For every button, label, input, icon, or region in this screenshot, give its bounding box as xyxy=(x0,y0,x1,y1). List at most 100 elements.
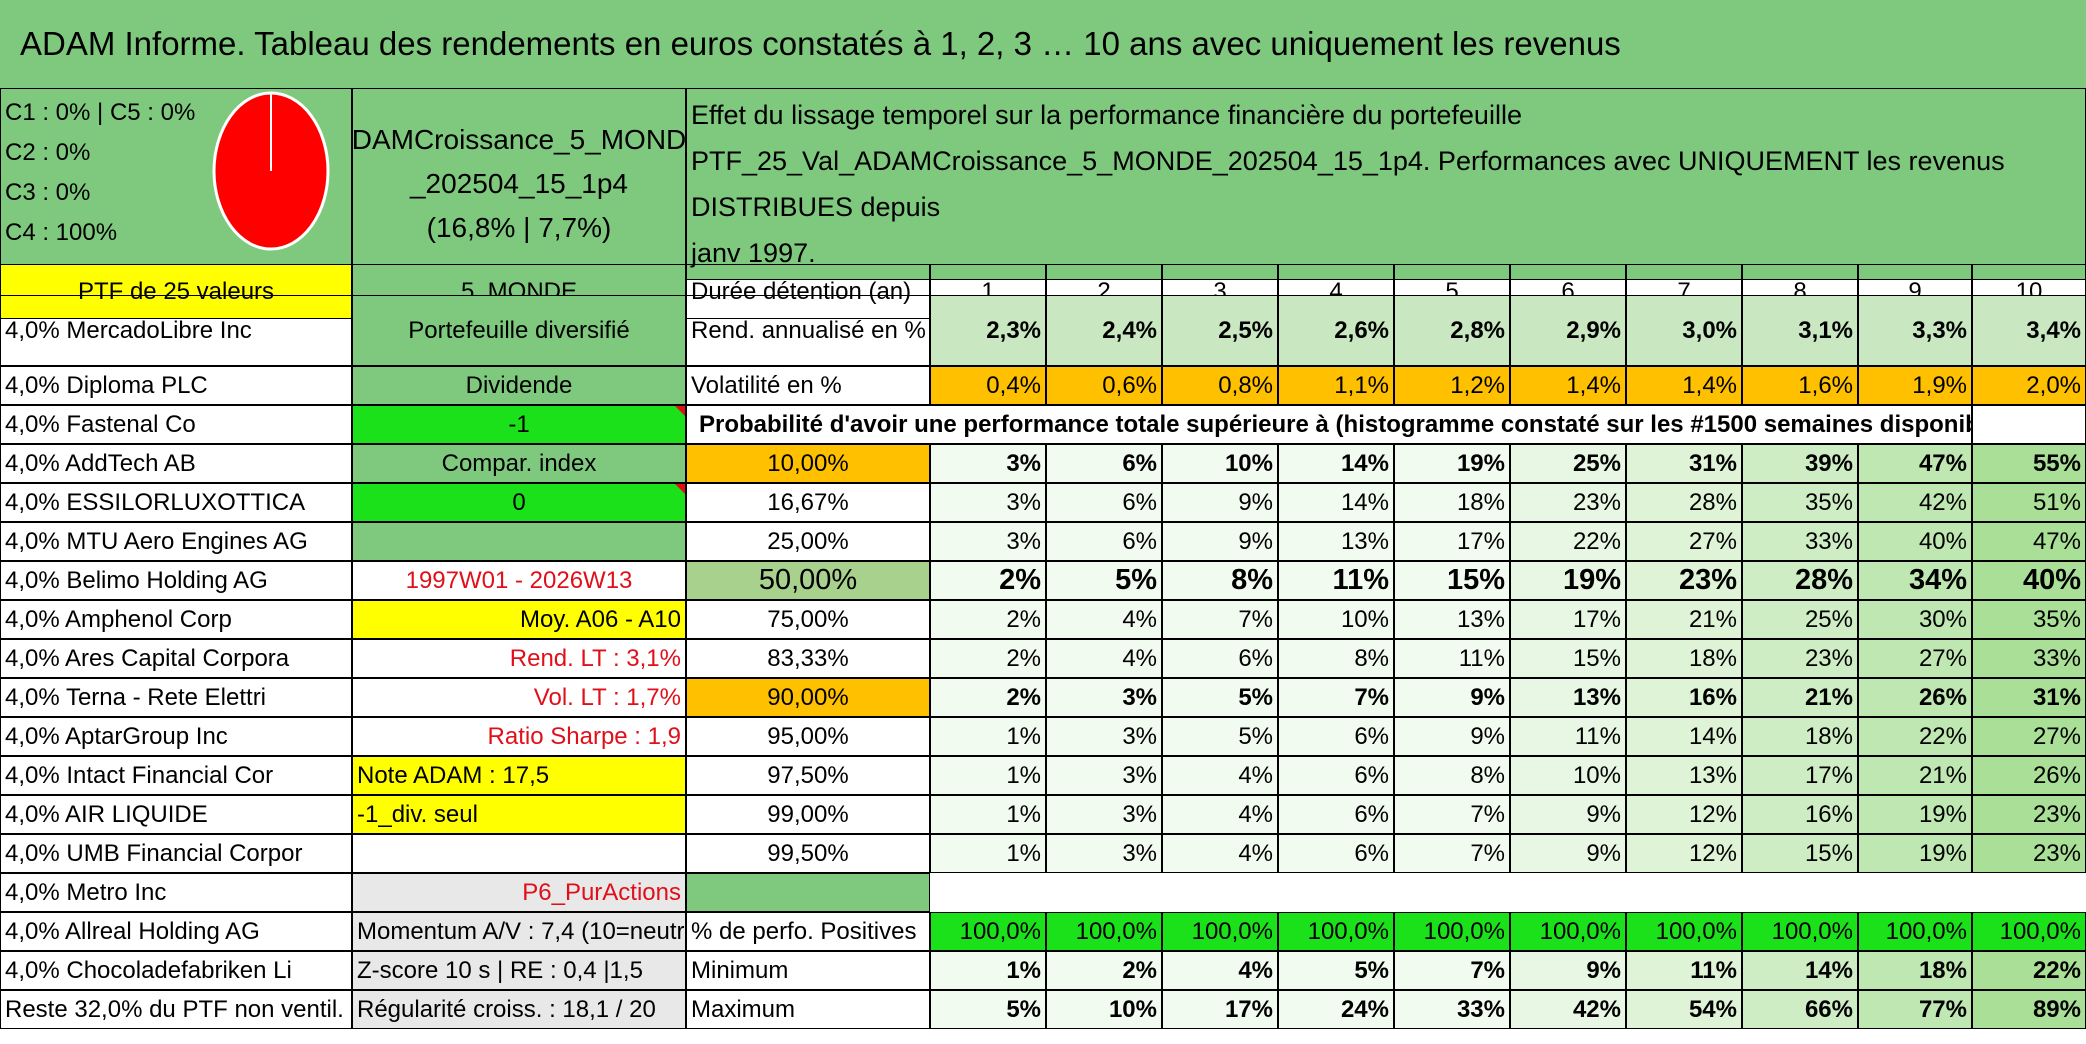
probability-value: 21% xyxy=(1742,678,1858,717)
description-line: janv 1997. xyxy=(691,238,816,268)
vol-value: 1,1% xyxy=(1278,366,1394,405)
info-moy: Moy. A06 - A10 xyxy=(352,600,686,639)
info-sharpe: Ratio Sharpe : 1,9 xyxy=(352,717,686,756)
probability-value: 8% xyxy=(1162,561,1278,600)
maximum-value: 42% xyxy=(1510,990,1626,1029)
probability-value: 9% xyxy=(1394,717,1510,756)
rend-value: 2,5% xyxy=(1162,295,1278,366)
probability-value: 26% xyxy=(1858,678,1972,717)
probability-value: 25% xyxy=(1510,444,1626,483)
probability-value: 9% xyxy=(1394,678,1510,717)
positives-value: 100,0% xyxy=(1162,912,1278,951)
portfolio-name: ADAMCroissance_5_MONDE _202504_15_1p4 (16,… xyxy=(352,88,686,280)
holding-row: 4,0% Amphenol Corp xyxy=(0,600,352,639)
holding-row: 4,0% MercadoLibre Inc xyxy=(0,295,352,366)
probability-value: 6% xyxy=(1046,444,1162,483)
probability-value: 18% xyxy=(1742,717,1858,756)
probability-value: 1% xyxy=(930,834,1046,873)
minimum-value: 5% xyxy=(1278,951,1394,990)
probability-value: 16% xyxy=(1626,678,1742,717)
rend-value: 3,3% xyxy=(1858,295,1972,366)
probability-value: 11% xyxy=(1278,561,1394,600)
minimum-value: 1% xyxy=(930,951,1046,990)
minimum-value: 4% xyxy=(1162,951,1278,990)
holding-row: 4,0% Diploma PLC xyxy=(0,366,352,405)
probability-value: 26% xyxy=(1972,756,2086,795)
probability-value: 3% xyxy=(930,522,1046,561)
probability-value: 3% xyxy=(1046,717,1162,756)
info-empty xyxy=(352,522,686,561)
probability-value: 35% xyxy=(1742,483,1858,522)
probability-value: 22% xyxy=(1510,522,1626,561)
rend-value: 3,4% xyxy=(1972,295,2086,366)
portfolio-name-line: (16,8% | 7,7%) xyxy=(426,212,612,243)
probability-value: 17% xyxy=(1394,522,1510,561)
info-vol-lt: Vol. LT : 1,7% xyxy=(352,678,686,717)
probability-value: 30% xyxy=(1858,600,1972,639)
portfolio-name-line: ADAMCroissance_5_MONDE xyxy=(352,124,686,155)
probability-value: 31% xyxy=(1626,444,1742,483)
info-rend-lt: Rend. LT : 3,1% xyxy=(352,639,686,678)
minimum-label: Minimum xyxy=(686,951,930,990)
vol-value: 2,0% xyxy=(1972,366,2086,405)
probability-value: 8% xyxy=(1394,756,1510,795)
info-compar-label: Compar. index xyxy=(352,444,686,483)
probability-value: 14% xyxy=(1278,483,1394,522)
vol-value: 0,8% xyxy=(1162,366,1278,405)
probability-value: 4% xyxy=(1046,600,1162,639)
probability-value: 13% xyxy=(1278,522,1394,561)
probability-value: 7% xyxy=(1394,834,1510,873)
positives-value: 100,0% xyxy=(1510,912,1626,951)
probability-threshold: 25,00% xyxy=(686,522,930,561)
probability-value: 2% xyxy=(930,561,1046,600)
probability-value: 16% xyxy=(1742,795,1858,834)
probability-value: 28% xyxy=(1626,483,1742,522)
probability-value: 39% xyxy=(1742,444,1858,483)
info-type: Portefeuille diversifié xyxy=(352,295,686,366)
probability-value: 42% xyxy=(1858,483,1972,522)
maximum-value: 10% xyxy=(1046,990,1162,1029)
probability-title: Probabilité d'avoir une performance tota… xyxy=(686,405,1972,444)
probability-value: 15% xyxy=(1742,834,1858,873)
maximum-value: 66% xyxy=(1742,990,1858,1029)
probability-value: 3% xyxy=(1046,795,1162,834)
duration-label: Durée détention (an) xyxy=(686,264,930,319)
holding-row: 4,0% AptarGroup Inc xyxy=(0,717,352,756)
holding-row: Reste 32,0% du PTF non ventil. xyxy=(0,990,352,1029)
probability-value: 51% xyxy=(1972,483,2086,522)
vol-value: 1,4% xyxy=(1510,366,1626,405)
probability-value: 11% xyxy=(1394,639,1510,678)
positives-value: 100,0% xyxy=(1972,912,2086,951)
holding-row: 4,0% Chocoladefabriken Li xyxy=(0,951,352,990)
probability-value: 3% xyxy=(1046,834,1162,873)
probability-value: 15% xyxy=(1510,639,1626,678)
maximum-value: 77% xyxy=(1858,990,1972,1029)
probability-value: 27% xyxy=(1972,717,2086,756)
holding-row: 4,0% Ares Capital Corpora xyxy=(0,639,352,678)
description-line: PTF_25_Val_ADAMCroissance_5_MONDE_202504… xyxy=(691,146,2005,222)
probability-value: 28% xyxy=(1742,561,1858,600)
minimum-value: 11% xyxy=(1626,951,1742,990)
holding-row: 4,0% AddTech AB xyxy=(0,444,352,483)
probability-value: 7% xyxy=(1394,795,1510,834)
probability-value: 7% xyxy=(1162,600,1278,639)
vol-value: 1,9% xyxy=(1858,366,1972,405)
probability-value: 40% xyxy=(1972,561,2086,600)
maximum-value: 54% xyxy=(1626,990,1742,1029)
pie-panel: C1 : 0% | C5 : 0% C2 : 0% C3 : 0% C4 : 100% xyxy=(0,88,352,280)
positives-label: % de perfo. Positives xyxy=(686,912,930,951)
pie-legend-item: C3 : 0% xyxy=(5,179,91,206)
probability-value: 22% xyxy=(1858,717,1972,756)
probability-value: 19% xyxy=(1858,834,1972,873)
vol-value: 1,2% xyxy=(1394,366,1510,405)
pie-legend-item: C2 : 0% xyxy=(5,139,91,166)
info-empty xyxy=(352,834,686,873)
pie-chart xyxy=(212,91,330,251)
vol-value: 0,6% xyxy=(1046,366,1162,405)
probability-value: 6% xyxy=(1162,639,1278,678)
probability-value: 47% xyxy=(1858,444,1972,483)
probability-value: 3% xyxy=(930,483,1046,522)
info-period: 1997W01 - 2026W13 xyxy=(352,561,686,600)
probability-value: 27% xyxy=(1626,522,1742,561)
